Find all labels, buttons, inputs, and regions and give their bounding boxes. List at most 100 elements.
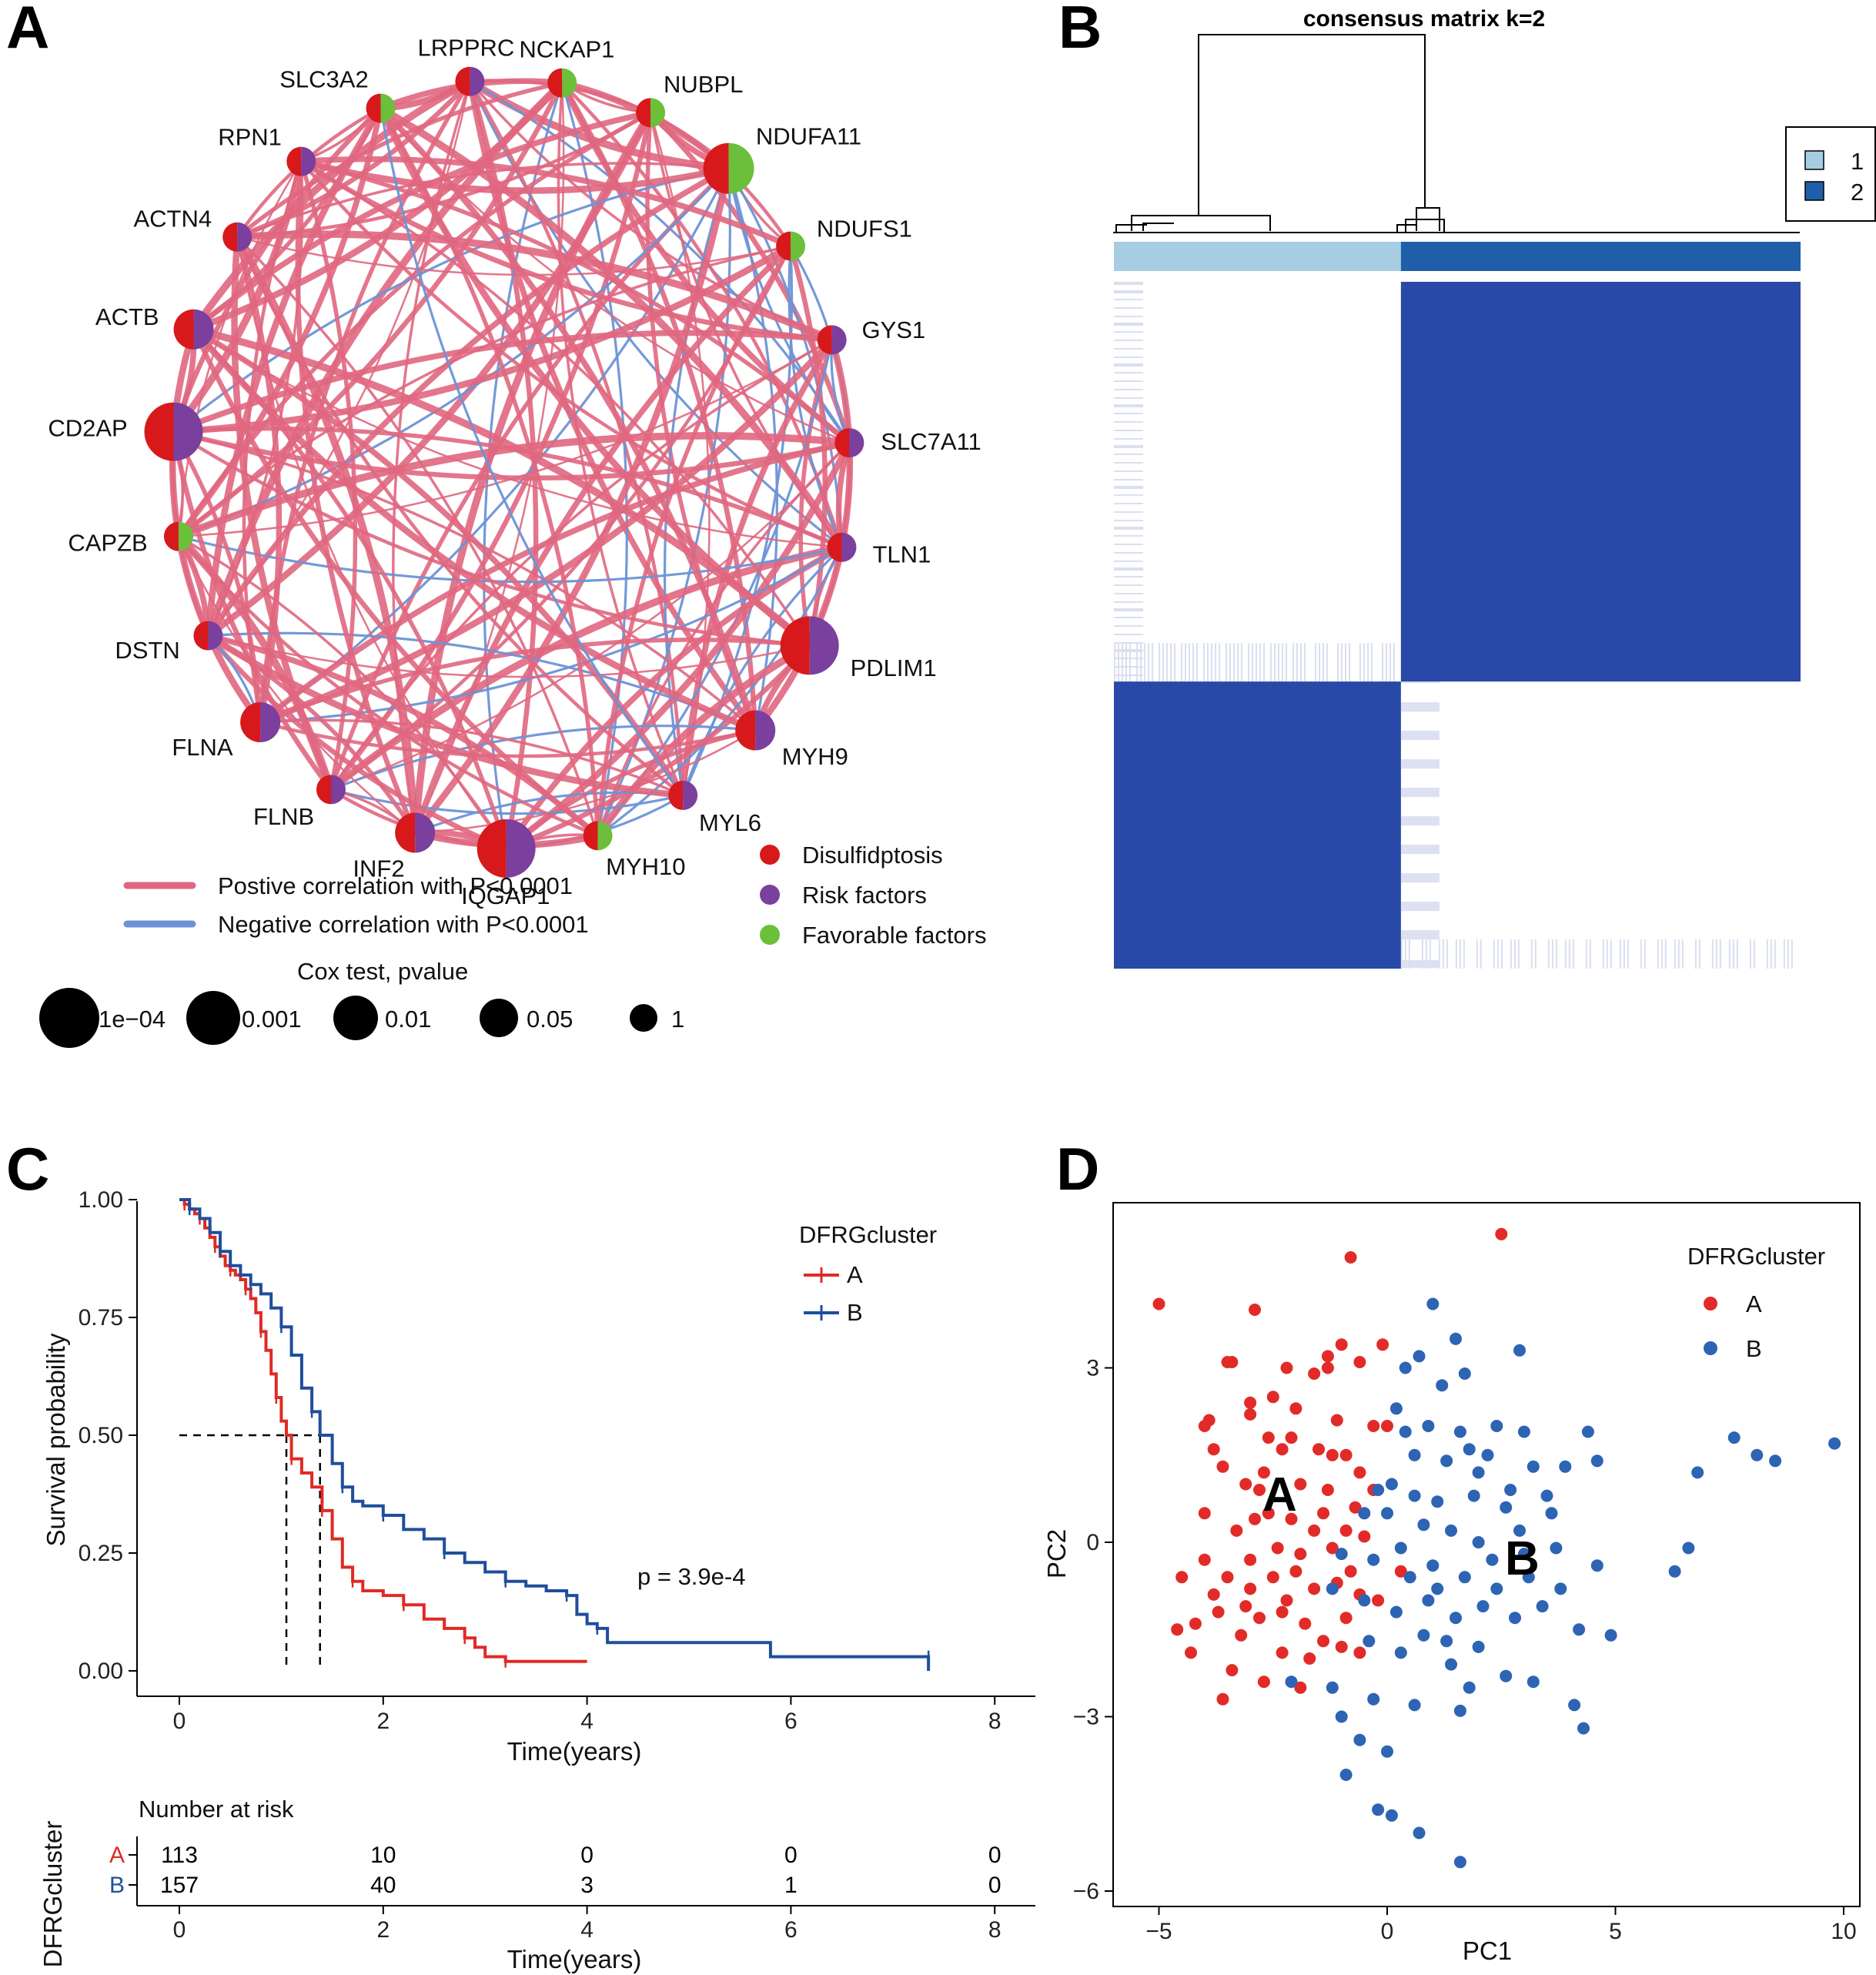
km-ylabel: Survival probability (42, 1333, 70, 1546)
risk-xtick-label: 2 (376, 1917, 390, 1943)
pca-point-b (1381, 1745, 1393, 1758)
pca-point-a (1367, 1420, 1380, 1432)
pca-point-a (1221, 1356, 1234, 1368)
pca-point-a (1244, 1396, 1257, 1409)
network-legend: Postive correlation with P<0.0001 Negati… (39, 842, 987, 1048)
km-ytick-label: 0.25 (79, 1541, 123, 1566)
pca-point-b (1490, 1420, 1503, 1432)
pca-point-b (1363, 1635, 1376, 1648)
pca-point-a (1349, 1501, 1362, 1514)
pca-point-b (1472, 1640, 1485, 1653)
panel-letter-b: B (1058, 0, 1102, 61)
cox-label-0.05: 0.05 (527, 1006, 573, 1033)
risk-xtick-label: 8 (988, 1917, 1002, 1943)
pca-point-a (1226, 1664, 1239, 1677)
pca-point-b (1436, 1379, 1449, 1392)
km-curve-a (179, 1198, 587, 1663)
pca-point-b (1422, 1594, 1435, 1607)
pca-point-b (1509, 1612, 1521, 1625)
positive-edge (236, 236, 792, 276)
pca-point-a (1335, 1338, 1348, 1351)
cluster-2-bar (1400, 242, 1801, 271)
node-half-disulfidptosis (395, 812, 416, 853)
pca-point-b (1389, 1402, 1403, 1415)
pca-ytick-label: 0 (1086, 1530, 1099, 1555)
pca-point-a (1257, 1466, 1270, 1479)
node-half-disulfidptosis (834, 428, 850, 458)
positive-edge (236, 236, 600, 838)
pca-point-b (1381, 1507, 1393, 1520)
pca-point-b (1339, 1769, 1353, 1781)
cox-size-1e-04 (39, 988, 99, 1048)
negative-edge (259, 546, 844, 724)
node-nckap1: NCKAP1 (519, 36, 614, 98)
pca-point-a (1303, 1652, 1316, 1665)
cox-size-0.05 (480, 999, 518, 1037)
cox-label-1e-04: 1e−04 (99, 1006, 166, 1033)
pca-point-b (1554, 1582, 1567, 1595)
node-half-favorable (597, 821, 613, 851)
risk-cell: 10 (370, 1843, 396, 1868)
positive-edge (299, 159, 834, 343)
km-xtick-label: 6 (784, 1709, 798, 1734)
positive-edge (298, 158, 732, 194)
km-legend-b-label: B (847, 1299, 863, 1326)
pca-point-b (1358, 1594, 1371, 1607)
pca-annot-b: B (1505, 1532, 1540, 1585)
node-half-favorable (728, 142, 754, 194)
panel-letter-d: D (1056, 1135, 1099, 1203)
pca-point-a (1152, 1297, 1165, 1311)
pos-edge-label: Postive correlation with P<0.0001 (218, 872, 573, 899)
legend-label-2: 2 (1851, 179, 1864, 206)
pca-point-b (1326, 1681, 1339, 1694)
pca-point-a (1372, 1594, 1385, 1607)
pca-point-b (1408, 1699, 1421, 1712)
positive-edge (235, 80, 564, 239)
node-actb: ACTB (95, 303, 214, 350)
pca-xtick-label: 5 (1609, 1919, 1622, 1944)
node-tln1: TLN1 (827, 532, 931, 568)
node-label-lrpprc: LRPPRC (418, 35, 515, 62)
pca-point-b (1440, 1635, 1453, 1648)
pca-point-a (1344, 1565, 1357, 1578)
positive-edge (503, 439, 853, 852)
pca-point-a (1285, 1512, 1298, 1525)
pca-point-b (1431, 1495, 1444, 1508)
pca-point-b (1828, 1437, 1841, 1450)
pca-point-b (1431, 1582, 1444, 1595)
km-plot: 0 2 4 6 8 0.00 0.25 0.50 0.75 1.00 Survival proba… (42, 1187, 1035, 1766)
consensus-title: consensus matrix k=2 (1303, 6, 1545, 32)
pca-point-a (1330, 1414, 1343, 1427)
pca-point-b (1769, 1454, 1782, 1468)
pca-point-b (1727, 1431, 1741, 1444)
node-half-disulfidptosis (163, 521, 179, 551)
pca-point-a (1285, 1431, 1298, 1444)
node-label-slc3a2: SLC3A2 (279, 66, 368, 93)
node-label-pdlim1: PDLIM1 (851, 654, 937, 681)
pca-point-a (1257, 1675, 1270, 1689)
pca-point-b (1550, 1542, 1563, 1555)
positive-edge (503, 643, 812, 852)
pca-point-b (1385, 1809, 1398, 1822)
risk-row-a-name: A (109, 1843, 125, 1868)
node-half-risk (193, 309, 214, 350)
node-label-slc7a11: SLC7A11 (881, 428, 981, 455)
positive-edge (231, 233, 335, 793)
node-myh9: MYH9 (735, 710, 848, 770)
km-xtick-label: 8 (988, 1709, 1002, 1734)
risk-cell: 0 (988, 1873, 1002, 1898)
pca-point-a (1376, 1338, 1389, 1351)
pca-point-b (1389, 1605, 1403, 1618)
node-label-ndufs1: NDUFS1 (817, 215, 912, 242)
legend-swatch-1 (1804, 150, 1824, 170)
km-legend-a: A (804, 1261, 863, 1288)
pca-point-a (1326, 1448, 1339, 1461)
risk-ylabel: DFRGcluster (38, 1821, 67, 1968)
pca-point-a (1230, 1524, 1243, 1537)
pca-point-b (1450, 1332, 1462, 1345)
pca-point-b (1453, 1425, 1466, 1438)
node-label-ndufa11: NDUFA11 (756, 123, 861, 150)
pca-point-b (1453, 1856, 1466, 1869)
node-label-inf2: INF2 (353, 855, 404, 882)
pca-point-a (1262, 1507, 1275, 1520)
